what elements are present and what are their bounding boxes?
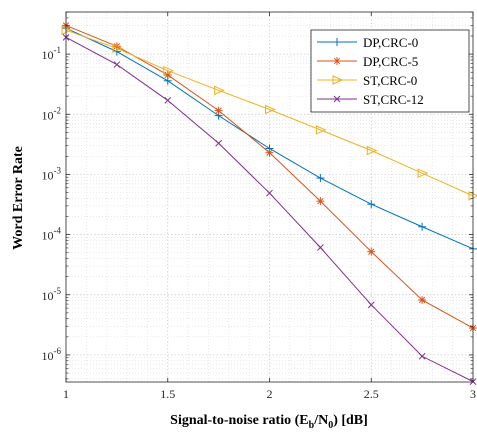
data-point (468, 191, 477, 201)
data-point (215, 139, 222, 147)
data-point (315, 125, 327, 135)
x-tick-label: 1.5 (160, 387, 175, 401)
series-line (65, 29, 474, 197)
data-point (163, 65, 174, 76)
data-point (367, 301, 375, 309)
legend-entry: DP,CRC-0 (317, 35, 418, 50)
legend-entry: ST,CRC-12 (317, 92, 424, 107)
data-point (163, 70, 172, 79)
y-tick-label: 10-1 (42, 45, 62, 62)
data-point (113, 61, 121, 68)
data-point (418, 295, 427, 304)
series-st-crc-0 (61, 25, 477, 201)
series-dp-crc-0 (62, 24, 477, 253)
tick-labels: 1 1.5 2 2.5 3 10-6 10-5 10-4 10-3 10-2 10-1 (42, 45, 477, 401)
legend-marker (333, 57, 341, 65)
data-point (265, 148, 274, 157)
series-layer (61, 21, 477, 385)
axes (65, 11, 474, 383)
data-point (316, 197, 325, 206)
data-point (164, 97, 172, 104)
data-point (367, 200, 376, 209)
data-point (418, 222, 427, 231)
x-tick-label: 1 (63, 387, 69, 401)
legend-marker (333, 38, 341, 46)
legend-label: ST,CRC-0 (363, 73, 417, 88)
legend-label: DP,CRC-0 (363, 35, 418, 50)
legend-marker (333, 95, 341, 103)
data-point (265, 104, 276, 115)
y-tick-label: 10-4 (42, 226, 62, 243)
data-point (214, 106, 223, 115)
data-point (418, 352, 426, 360)
data-point (366, 145, 378, 156)
legend: DP,CRC-0 DP,CRC-5 ST,CRC-0 ST,CRC-12 (310, 29, 470, 113)
legend-marker (332, 75, 344, 85)
x-tick-label: 2.5 (364, 387, 379, 401)
data-point (417, 168, 429, 178)
data-point (214, 85, 225, 96)
legend-label: ST,CRC-12 (363, 92, 424, 107)
y-axis-label: Word Error Rate (11, 146, 26, 250)
legend-label: DP,CRC-5 (363, 54, 418, 69)
data-point (316, 174, 325, 183)
legend-entry: ST,CRC-0 (317, 73, 417, 88)
y-tick-label: 10-6 (42, 346, 62, 363)
data-point (317, 244, 324, 251)
data-point (367, 247, 376, 256)
x-tick-label: 3 (470, 387, 476, 401)
data-point (112, 43, 124, 54)
y-tick-label: 10-5 (42, 286, 62, 303)
y-tick-label: 10-2 (42, 105, 62, 122)
data-point (266, 189, 273, 197)
data-point (61, 25, 73, 35)
legend-entry: DP,CRC-5 (317, 54, 418, 69)
series-st-crc-12 (62, 33, 477, 385)
y-tick-label: 10-3 (42, 165, 62, 182)
x-tick-label: 2 (267, 387, 273, 401)
x-axis-label: Signal-to-noise ratio (Eb/N0) [dB] (170, 413, 368, 431)
